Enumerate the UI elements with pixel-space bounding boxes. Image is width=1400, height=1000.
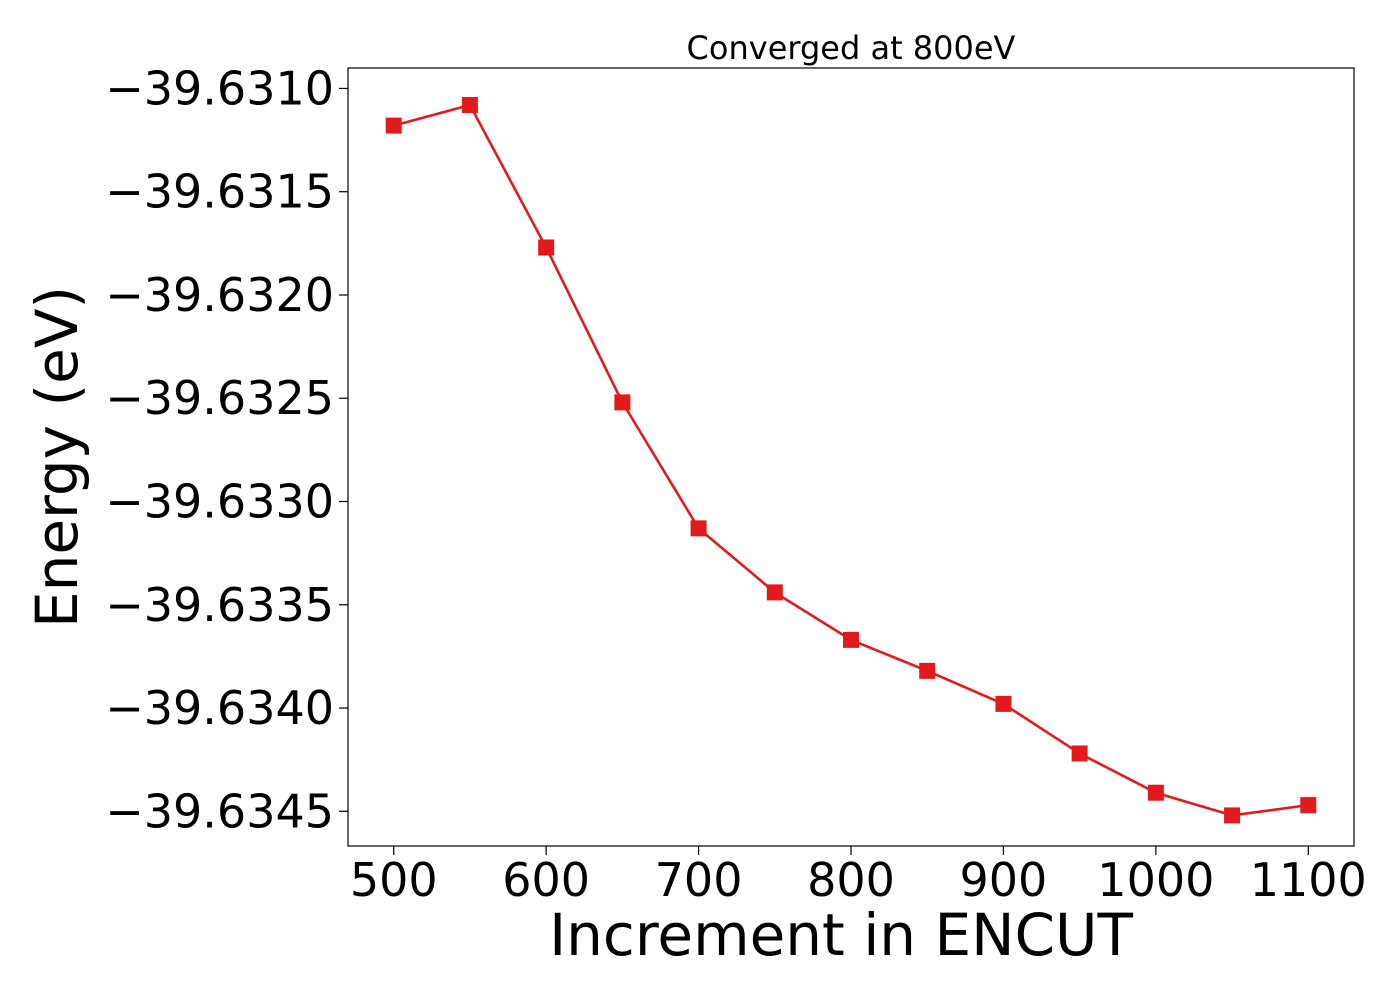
data-point-marker [1147, 784, 1164, 801]
data-point-marker [461, 96, 478, 113]
series-line [393, 103, 1309, 817]
plot-area-frame [347, 67, 1355, 847]
data-point-marker [538, 239, 555, 256]
y-tick-label: −39.6315 [105, 165, 334, 219]
x-tick-label: 600 [502, 853, 590, 907]
x-axis: 500 600 700 800 900 1000 1100 [350, 846, 1367, 907]
y-tick-label: −39.6335 [105, 578, 334, 632]
x-tick-label: 500 [350, 853, 438, 907]
data-point-marker [995, 695, 1012, 712]
y-tick-label: −39.6310 [105, 61, 334, 115]
y-tick-label: −39.6340 [105, 681, 334, 735]
data-point-marker [1300, 797, 1317, 814]
x-axis-title: Increment in ENCUT [549, 901, 1133, 969]
y-tick-label: −39.6320 [105, 268, 334, 322]
series-layer [385, 96, 1317, 824]
y-tick-label: −39.6345 [105, 784, 334, 838]
x-tick-label: 700 [655, 853, 743, 907]
data-point-marker [766, 584, 783, 601]
data-point-marker [919, 662, 936, 679]
x-tick-label: 1000 [1097, 853, 1214, 907]
data-point-marker [843, 631, 859, 648]
y-tick-label: −39.6330 [105, 475, 334, 529]
x-tick-label: 800 [807, 853, 895, 907]
x-tick-label: 900 [960, 853, 1048, 907]
y-axis-title: Energy (eV) [23, 286, 91, 628]
data-point-marker [1224, 807, 1241, 824]
y-tick-label: −39.6325 [105, 371, 334, 425]
x-tick-label: 1100 [1250, 853, 1367, 907]
y-axis: −39.6310 −39.6315 −39.6320 −39.6325 −39.6330… [105, 61, 348, 838]
data-point-marker [690, 520, 707, 537]
data-point-marker [614, 394, 631, 411]
data-point-marker [385, 117, 402, 134]
chart-title: Converged at 800eV [687, 29, 1016, 67]
data-point-marker [1071, 745, 1088, 762]
